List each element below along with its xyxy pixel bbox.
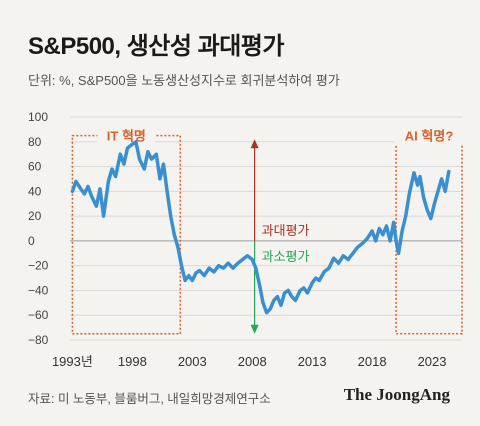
highlight-box xyxy=(395,134,463,335)
y-tick-label: 80 xyxy=(28,135,42,149)
y-tick-label: 60 xyxy=(28,160,42,174)
x-tick-label: 1993년 xyxy=(52,354,93,369)
y-tick-label: −60 xyxy=(28,308,49,322)
y-tick-label: 0 xyxy=(28,234,35,248)
valuation-label: 과대평가 xyxy=(262,223,310,238)
x-tick-label: 1998 xyxy=(118,354,147,369)
y-tick-label: −40 xyxy=(28,283,49,297)
highlight-label-bg xyxy=(97,126,156,145)
arrow-head xyxy=(250,139,259,149)
source-note: 자료: 미 노동부, 블룸버그, 내일희망경제연구소 xyxy=(28,392,271,406)
x-tick-label: 2003 xyxy=(178,354,207,369)
x-tick-label: 2018 xyxy=(358,354,387,369)
valuation-label: 과소평가 xyxy=(262,249,310,264)
highlight-label-bg xyxy=(395,126,464,145)
chart-subtitle: 단위: %, S&P500을 노동생산성지수로 회귀분석하여 평가 xyxy=(28,73,340,88)
y-tick-label: −80 xyxy=(28,333,49,347)
y-tick-label: 40 xyxy=(28,184,42,198)
highlight-label: AI 혁명? xyxy=(405,129,454,144)
chart-title: S&P500, 생산성 과대평가 xyxy=(28,33,284,60)
x-tick-label: 2013 xyxy=(298,354,327,369)
x-tick-label: 2023 xyxy=(418,354,447,369)
x-tick-label: 2008 xyxy=(238,354,267,369)
y-tick-label: −20 xyxy=(28,259,49,273)
highlight-label: IT 혁명 xyxy=(107,129,146,144)
y-tick-label: 20 xyxy=(28,209,42,223)
series-line xyxy=(70,140,451,315)
y-tick-label: 100 xyxy=(28,110,48,124)
publisher-logo: The JoongAng xyxy=(343,385,450,404)
arrow-head xyxy=(250,324,259,334)
